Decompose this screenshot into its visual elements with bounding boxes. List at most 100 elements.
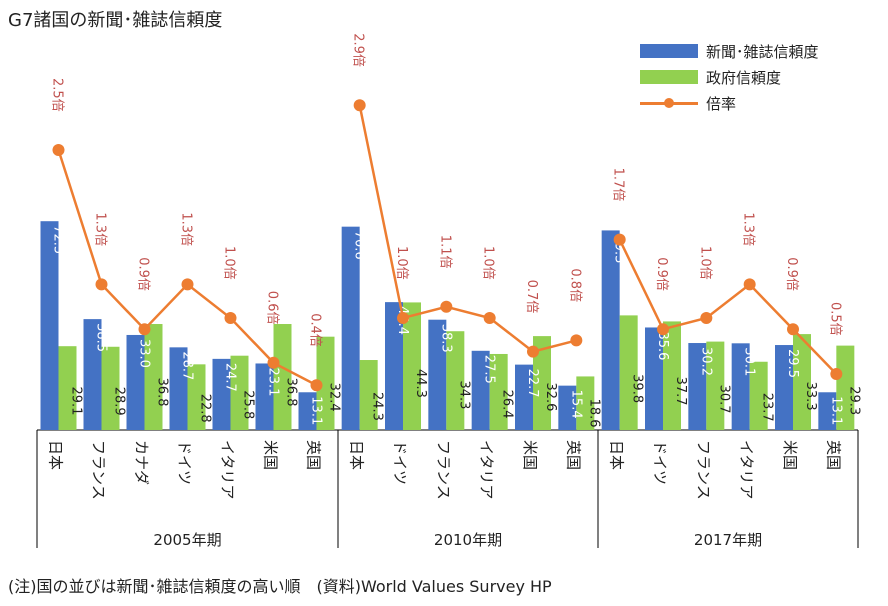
bar-newspaper xyxy=(601,230,620,430)
data-label-government: 23.7 xyxy=(760,393,775,422)
bar-newspaper xyxy=(471,350,490,430)
data-label-newspaper: 30.2 xyxy=(698,347,713,376)
bar-government xyxy=(316,336,335,430)
ratio-label: 0.4倍 xyxy=(308,313,323,347)
ratio-point xyxy=(267,356,280,369)
legend-swatch-ratio xyxy=(640,96,698,110)
data-label-government: 34.3 xyxy=(456,380,471,409)
bar-newspaper xyxy=(385,302,403,430)
category-label: カナダ xyxy=(133,440,151,485)
bar-government xyxy=(793,334,811,430)
ratio-line xyxy=(358,104,577,353)
bar-government xyxy=(446,331,465,430)
data-label-newspaper: 38.5 xyxy=(94,323,109,352)
ratio-label: 1.0倍 xyxy=(222,246,237,280)
ratio-label: 1.3倍 xyxy=(741,212,756,246)
data-label-government: 37.7 xyxy=(673,377,688,406)
bar-newspaper xyxy=(731,343,750,430)
category-label: 日本 xyxy=(47,440,65,470)
bar-newspaper xyxy=(83,319,102,430)
period-label: 2017年期 xyxy=(694,531,762,549)
bar-government xyxy=(706,341,725,430)
ratio-label: 1.0倍 xyxy=(394,246,409,280)
ratio-label: 1.0倍 xyxy=(481,246,496,280)
legend: 新聞･雑誌信頼度 政府信頼度 倍率 xyxy=(640,38,819,116)
legend-item-government: 政府信頼度 xyxy=(640,64,819,90)
legend-swatch-newspaper xyxy=(640,44,698,58)
bar-government xyxy=(359,360,378,430)
ratio-label: 0.8倍 xyxy=(567,268,582,302)
data-label-government: 22.8 xyxy=(198,394,213,423)
bar-government xyxy=(836,345,855,430)
ratio-point xyxy=(570,334,583,347)
ratio-point xyxy=(138,323,151,336)
data-label-government: 39.8 xyxy=(630,374,645,403)
ratio-point xyxy=(787,323,799,336)
bar-government xyxy=(489,353,508,430)
category-label: 英国 xyxy=(305,440,323,470)
data-label-government: 33.3 xyxy=(803,382,818,411)
category-label: 英国 xyxy=(564,440,582,470)
data-label-newspaper: 38.3 xyxy=(438,324,453,353)
data-label-newspaper: 22.7 xyxy=(525,369,540,398)
bar-government xyxy=(273,324,292,430)
data-label-newspaper: 30.1 xyxy=(742,347,757,376)
category-label: ドイツ xyxy=(651,440,669,485)
period-label: 2010年期 xyxy=(434,531,502,549)
ratio-label: 0.6倍 xyxy=(265,291,280,325)
footnote: (注)国の並びは新聞･雑誌信頼度の高い順 (資料)World Values Su… xyxy=(8,577,552,596)
chart-title: G7諸国の新聞･雑誌信頼度 xyxy=(8,10,223,31)
bar-newspaper xyxy=(212,358,231,430)
bar-government xyxy=(403,302,421,430)
data-label-government: 28.9 xyxy=(112,387,127,416)
bar-government xyxy=(533,336,551,430)
bar-government xyxy=(58,346,77,430)
legend-label-newspaper: 新聞･雑誌信頼度 xyxy=(706,42,819,61)
ratio-label: 1.3倍 xyxy=(179,212,194,246)
bar-newspaper xyxy=(818,392,837,430)
ratio-label: 2.5倍 xyxy=(50,78,65,112)
data-label-government: 29.1 xyxy=(69,386,84,415)
ratio-point xyxy=(353,99,366,112)
legend-label-government: 政府信頼度 xyxy=(706,68,782,87)
category-label: 日本 xyxy=(348,440,366,470)
bar-government xyxy=(144,324,163,430)
category-label: イタリア xyxy=(219,440,237,499)
data-label-government: 32.4 xyxy=(327,383,342,412)
category-label: 日本 xyxy=(608,440,626,470)
data-label-newspaper: 35.6 xyxy=(655,331,670,360)
category-label: 英国 xyxy=(824,440,842,470)
ratio-point xyxy=(440,300,453,313)
period-label: 2005年期 xyxy=(153,531,221,549)
data-label-government: 44.3 xyxy=(413,369,428,398)
legend-item-newspaper: 新聞･雑誌信頼度 xyxy=(640,38,819,64)
data-label-government: 18.6 xyxy=(586,399,601,428)
bar-newspaper xyxy=(126,334,145,430)
ratio-point xyxy=(397,312,409,324)
legend-swatch-government xyxy=(640,70,698,84)
bar-newspaper xyxy=(515,364,533,430)
data-label-government: 24.3 xyxy=(370,392,385,421)
ratio-label: 1.3倍 xyxy=(93,212,108,246)
bar-newspaper xyxy=(298,392,317,430)
data-label-newspaper: 29.5 xyxy=(785,349,800,378)
data-label-newspaper: 33.0 xyxy=(137,339,152,368)
category-label: ドイツ xyxy=(391,440,409,485)
ratio-label: 0.5倍 xyxy=(827,302,842,336)
ratio-label: 0.7倍 xyxy=(524,280,539,314)
ratio-point xyxy=(483,312,496,324)
data-label-newspaper: 13.1 xyxy=(309,396,324,425)
ratio-point xyxy=(657,323,669,336)
data-label-newspaper: 28.7 xyxy=(180,351,195,380)
bar-newspaper xyxy=(40,221,59,430)
category-label: ドイツ xyxy=(176,440,194,485)
data-label-government: 36.8 xyxy=(284,378,299,407)
data-label-newspaper: 27.5 xyxy=(482,355,497,384)
ratio-point xyxy=(181,278,194,291)
ratio-point xyxy=(95,278,108,291)
bar-government xyxy=(101,346,120,430)
legend-label-ratio: 倍率 xyxy=(706,94,737,113)
ratio-label: 0.9倍 xyxy=(784,257,799,291)
bar-newspaper xyxy=(558,385,577,430)
